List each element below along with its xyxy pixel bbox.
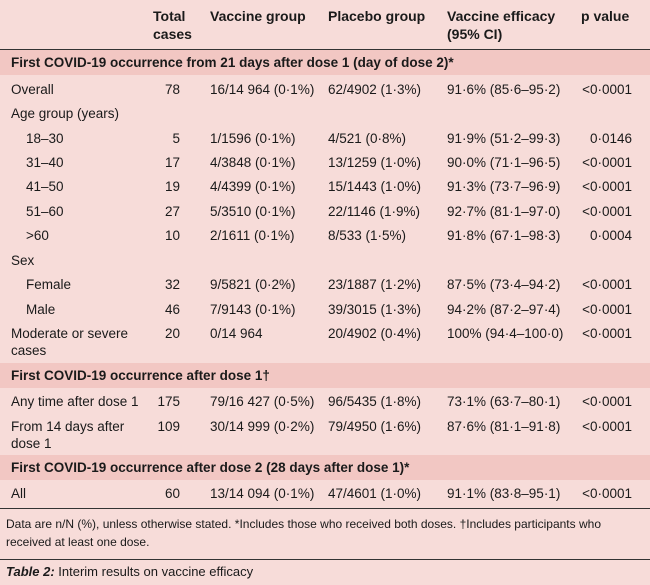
header-placebo: Placebo group: [328, 8, 426, 24]
table-bottom-rule: [0, 508, 650, 509]
caption-rule: [0, 559, 650, 560]
section-header: First COVID-19 occurrence after dose 1†: [0, 363, 650, 388]
caption-label: Table 2:: [6, 564, 55, 579]
section-title: First COVID-19 occurrence after dose 1†: [11, 368, 270, 383]
header-divider: [0, 49, 650, 50]
section-header: First COVID-19 occurrence from 21 days a…: [0, 50, 650, 75]
table-caption: Table 2: Interim results on vaccine effi…: [6, 564, 253, 579]
section-title: First COVID-19 occurrence from 21 days a…: [11, 55, 454, 70]
header-efficacy: Vaccine efficacy (95% CI): [447, 8, 556, 42]
section-title: First COVID-19 occurrence after dose 2 (…: [11, 460, 410, 475]
header-vaccine: Vaccine group: [210, 8, 306, 24]
header-pvalue: p value: [581, 8, 630, 24]
section-header: First COVID-19 occurrence after dose 2 (…: [0, 455, 650, 480]
caption-text: Interim results on vaccine efficacy: [54, 564, 254, 579]
table-footnote: Data are n/N (%), unless otherwise state…: [6, 517, 601, 549]
header-total: Total cases: [153, 8, 192, 42]
